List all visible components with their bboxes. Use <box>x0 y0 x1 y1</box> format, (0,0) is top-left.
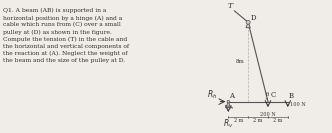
Text: 8m: 8m <box>236 59 245 65</box>
Text: D: D <box>251 14 256 22</box>
Text: 100 N: 100 N <box>290 102 305 107</box>
Circle shape <box>246 20 250 24</box>
Text: 2 m: 2 m <box>273 119 283 123</box>
Text: 2 m: 2 m <box>234 119 243 123</box>
Text: A: A <box>229 92 234 100</box>
Text: θ: θ <box>266 92 269 97</box>
Text: Q1. A beam (AB) is supported in a
horizontal position by a hinge (A) and a
cable: Q1. A beam (AB) is supported in a horizo… <box>3 8 129 63</box>
Circle shape <box>227 100 230 103</box>
Polygon shape <box>226 102 230 106</box>
Text: B: B <box>289 92 294 100</box>
Text: $R_h$: $R_h$ <box>207 88 218 101</box>
Text: C: C <box>270 91 276 99</box>
Text: 2 m: 2 m <box>253 119 263 123</box>
Text: T: T <box>228 2 233 10</box>
Polygon shape <box>246 22 250 28</box>
Text: 200 N: 200 N <box>260 111 275 117</box>
Text: $R_v$: $R_v$ <box>223 117 234 130</box>
